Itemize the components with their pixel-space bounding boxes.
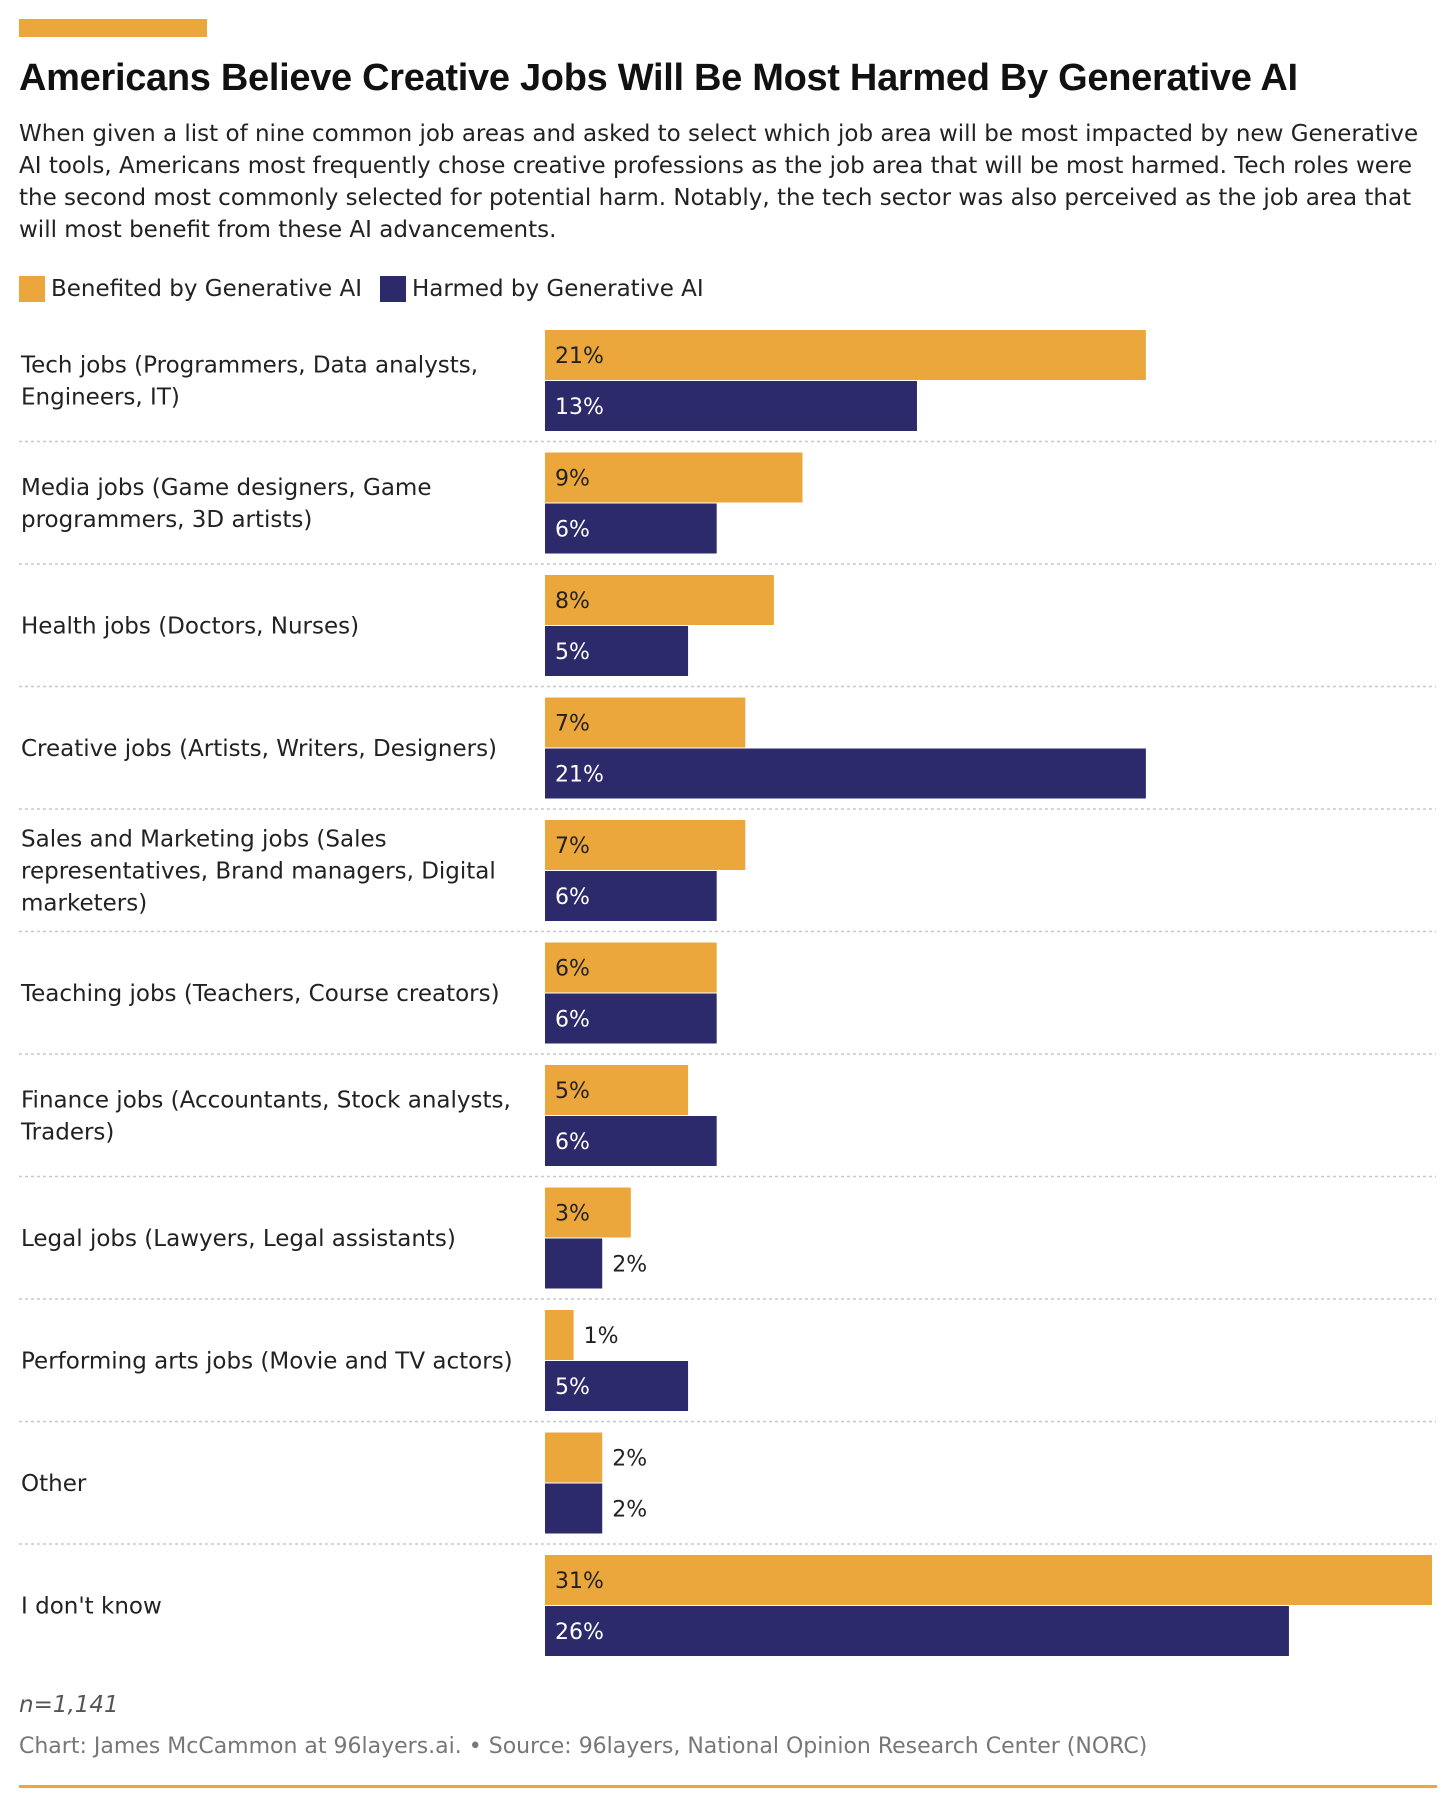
row-label-line: Creative jobs (Artists, Writers, Designe… <box>21 736 497 762</box>
row-label-media-jobs: Media jobs (Game designers, Game programm… <box>21 475 432 533</box>
legend-item-benefited: Benefited by Generative AI <box>19 276 362 302</box>
row-label-line: Health jobs (Doctors, Nurses) <box>21 614 359 640</box>
row-label-line: Performing arts jobs (Movie and TV actor… <box>21 1349 513 1375</box>
bar-harmed-i-don-t-know <box>545 1606 1289 1656</box>
legend-item-harmed: Harmed by Generative AI <box>380 276 704 302</box>
bar-harmed-performing-arts-jobs <box>545 1361 689 1411</box>
bar-harmed-other <box>545 1483 603 1534</box>
value-label-harmed-performing-arts-jobs: 5% <box>555 1375 590 1400</box>
chart-credit: Chart: James McCammon at 96layers.ai. • … <box>19 1734 1148 1759</box>
bar-harmed-sales-and-marketing-jobs <box>545 871 717 921</box>
value-label-harmed-i-don-t-know: 26% <box>555 1620 604 1645</box>
row-label-line: representatives, Brand managers, Digital <box>21 859 496 885</box>
bar-benefited-sales-and-marketing-jobs <box>545 820 746 870</box>
bar-harmed-teaching-jobs <box>545 993 717 1044</box>
value-label-benefited-other: 2% <box>612 1447 647 1472</box>
bar-harmed-legal-jobs <box>545 1238 603 1289</box>
value-label-harmed-finance-jobs: 6% <box>555 1130 590 1155</box>
bar-benefited-creative-jobs <box>545 697 746 748</box>
bottom-rule <box>19 1785 1437 1788</box>
row-label-line: Traders) <box>20 1120 114 1146</box>
legend-label-benefited: Benefited by Generative AI <box>51 276 362 302</box>
value-label-benefited-sales-and-marketing-jobs: 7% <box>555 834 590 859</box>
value-label-harmed-legal-jobs: 2% <box>612 1253 647 1278</box>
row-label-line: Tech jobs (Programmers, Data analysts, <box>20 353 478 379</box>
value-label-benefited-teaching-jobs: 6% <box>555 957 590 982</box>
row-label-tech-jobs: Tech jobs (Programmers, Data analysts, En… <box>20 353 478 411</box>
value-label-harmed-other: 2% <box>612 1498 647 1523</box>
value-label-harmed-sales-and-marketing-jobs: 6% <box>555 885 590 910</box>
value-label-harmed-teaching-jobs: 6% <box>555 1008 590 1033</box>
row-label-line: Other <box>21 1471 87 1497</box>
row-label-creative-jobs: Creative jobs (Artists, Writers, Designe… <box>21 736 497 762</box>
row-label-sales-and-marketing-jobs: Sales and Marketing jobs (Sales represent… <box>21 827 496 917</box>
value-label-benefited-media-jobs: 9% <box>555 467 590 492</box>
bar-harmed-tech-jobs <box>545 381 917 431</box>
row-label-line: Teaching jobs (Teachers, Course creators… <box>20 981 500 1007</box>
row-label-i-don-t-know: I don't know <box>21 1594 162 1620</box>
row-label-health-jobs: Health jobs (Doctors, Nurses) <box>21 614 359 640</box>
bar-benefited-other <box>545 1432 603 1483</box>
row-label-performing-arts-jobs: Performing arts jobs (Movie and TV actor… <box>21 1349 513 1375</box>
row-label-line: programmers, 3D artists) <box>21 507 312 533</box>
value-label-benefited-creative-jobs: 7% <box>555 712 590 737</box>
value-label-benefited-tech-jobs: 21% <box>555 344 604 369</box>
value-label-benefited-performing-arts-jobs: 1% <box>584 1324 619 1349</box>
legend: Benefited by Generative AI Harmed by Gen… <box>19 272 722 306</box>
bar-benefited-finance-jobs <box>545 1065 689 1115</box>
bar-benefited-i-don-t-know <box>545 1555 1432 1605</box>
bar-harmed-health-jobs <box>545 626 689 676</box>
bar-benefited-tech-jobs <box>545 330 1146 380</box>
value-label-harmed-media-jobs: 6% <box>555 518 590 543</box>
bar-benefited-media-jobs <box>545 452 803 503</box>
bar-harmed-media-jobs <box>545 503 717 554</box>
row-label-line: Media jobs (Game designers, Game <box>21 475 432 501</box>
bar-benefited-legal-jobs <box>545 1187 631 1238</box>
bar-benefited-health-jobs <box>545 575 774 625</box>
value-label-harmed-creative-jobs: 21% <box>555 763 604 788</box>
legend-swatch-harmed <box>380 276 406 302</box>
value-label-benefited-finance-jobs: 5% <box>555 1079 590 1104</box>
row-label-line: Sales and Marketing jobs (Sales <box>21 827 387 853</box>
legend-label-harmed: Harmed by Generative AI <box>412 276 704 302</box>
bar-harmed-finance-jobs <box>545 1116 717 1166</box>
bar-benefited-performing-arts-jobs <box>545 1310 574 1360</box>
value-label-benefited-health-jobs: 8% <box>555 589 590 614</box>
value-label-harmed-tech-jobs: 13% <box>555 395 604 420</box>
row-label-line: Finance jobs (Accountants, Stock analyst… <box>21 1088 511 1114</box>
bar-harmed-creative-jobs <box>545 748 1146 799</box>
legend-swatch-benefited <box>19 276 45 302</box>
row-label-line: Legal jobs (Lawyers, Legal assistants) <box>21 1226 456 1252</box>
row-label-finance-jobs: Finance jobs (Accountants, Stock analyst… <box>20 1088 511 1146</box>
row-label-line: I don't know <box>21 1594 162 1620</box>
value-label-benefited-legal-jobs: 3% <box>555 1202 590 1227</box>
accent-bar <box>19 19 207 37</box>
row-label-teaching-jobs: Teaching jobs (Teachers, Course creators… <box>20 981 500 1007</box>
chart-title: Americans Believe Creative Jobs Will Be … <box>19 57 1298 99</box>
value-label-harmed-health-jobs: 5% <box>555 640 590 665</box>
row-label-other: Other <box>21 1471 87 1497</box>
row-label-line: Engineers, IT) <box>21 385 180 411</box>
value-label-benefited-i-don-t-know: 31% <box>555 1569 604 1594</box>
chart-subtitle: When given a list of nine common job are… <box>19 121 1419 243</box>
row-label-legal-jobs: Legal jobs (Lawyers, Legal assistants) <box>21 1226 456 1252</box>
bar-benefited-teaching-jobs <box>545 942 717 993</box>
row-label-line: marketers) <box>21 891 147 917</box>
sample-size-note: n=1,141 <box>19 1692 119 1718</box>
